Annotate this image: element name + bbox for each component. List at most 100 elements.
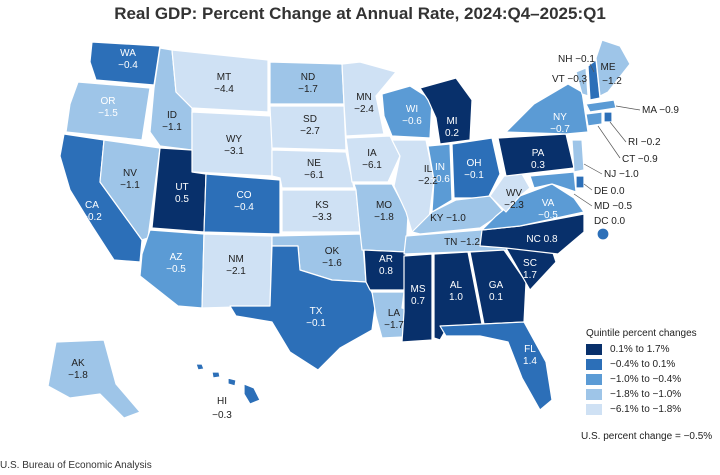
- legend-swatch: [586, 374, 602, 385]
- state-oh: [451, 137, 501, 199]
- state-tx: [229, 245, 377, 371]
- svg-text:MO: MO: [376, 200, 392, 211]
- svg-text:−3.3: −3.3: [312, 212, 332, 223]
- value-ar: 0.8: [379, 266, 393, 277]
- value-me: −1.2: [602, 76, 622, 87]
- callout-dc: DC 0.0: [594, 216, 626, 227]
- callout-vt: VT −0.3: [552, 74, 588, 85]
- svg-text:−3.1: −3.1: [224, 146, 244, 157]
- legend-label: −1.0% to −0.4%: [610, 374, 682, 385]
- svg-text:GA: GA: [489, 280, 504, 291]
- label-ne: NE: [307, 158, 321, 169]
- svg-text:IN: IN: [435, 162, 445, 173]
- value-az: −0.5: [166, 264, 186, 275]
- label-mt: MT: [217, 72, 231, 83]
- label-mi: MI: [446, 116, 457, 127]
- value-nd: −1.7: [298, 84, 318, 95]
- value-la: −1.7: [384, 320, 404, 331]
- svg-text:0.3: 0.3: [531, 160, 545, 171]
- svg-text:SD: SD: [303, 114, 317, 125]
- svg-text:MT: MT: [217, 72, 231, 83]
- svg-text:1.7: 1.7: [523, 270, 537, 281]
- state-hi-1: [195, 363, 205, 371]
- label-nm: NM: [228, 254, 244, 265]
- value-in: −0.6: [430, 174, 450, 185]
- state-sd: [269, 105, 347, 151]
- svg-text:ND: ND: [301, 72, 315, 83]
- value-mt: −4.4: [214, 84, 234, 95]
- label-nv: NV: [123, 168, 137, 179]
- state-va: [481, 183, 585, 231]
- label-la: LA: [388, 308, 401, 319]
- label-wy: WY: [226, 134, 242, 145]
- value-ms: 0.7: [411, 296, 425, 307]
- state-mt: [171, 49, 269, 113]
- legend-swatch: [586, 404, 602, 415]
- label-nd: ND: [301, 72, 315, 83]
- legend-item: −6.1% to −1.8%: [586, 402, 697, 417]
- legend-swatch: [586, 359, 602, 370]
- leader-de: [583, 183, 593, 191]
- legend-swatch: [586, 389, 602, 400]
- value-tn: −1.2: [460, 237, 480, 248]
- svg-text:TX: TX: [310, 306, 323, 317]
- label-ms: MS: [411, 284, 426, 295]
- label-ca: CA: [85, 200, 99, 211]
- state-or: [65, 81, 151, 141]
- svg-text:−0.6: −0.6: [402, 116, 422, 127]
- svg-text:AK: AK: [71, 358, 85, 369]
- svg-text:KS: KS: [315, 200, 329, 211]
- value-mn: −2.4: [354, 104, 374, 115]
- svg-text:−2.3: −2.3: [504, 200, 524, 211]
- value-hi: −0.3: [212, 410, 232, 421]
- svg-text:0.7: 0.7: [411, 296, 425, 307]
- state-ms: [401, 253, 433, 343]
- svg-text:FL: FL: [524, 344, 536, 355]
- svg-text:0.1: 0.1: [489, 292, 503, 303]
- value-va: −0.5: [538, 210, 558, 221]
- svg-text:AL: AL: [450, 280, 463, 291]
- svg-text:UT: UT: [175, 182, 188, 193]
- label-ok: OK: [325, 246, 340, 257]
- legend-item: −1.8% to −1.0%: [586, 387, 697, 402]
- value-nm: −2.1: [226, 266, 246, 277]
- svg-text:MS: MS: [411, 284, 426, 295]
- svg-text:−1.1: −1.1: [162, 122, 182, 133]
- svg-text:AR: AR: [379, 254, 393, 265]
- label-mn: MN: [356, 92, 372, 103]
- legend-item: 0.1% to 1.7%: [586, 342, 697, 357]
- svg-text:−0.7: −0.7: [550, 124, 570, 135]
- label-wv: WV: [506, 188, 522, 199]
- value-pa: 0.3: [531, 160, 545, 171]
- value-nc: 0.8: [544, 234, 558, 245]
- value-mi: 0.2: [445, 128, 459, 139]
- state-ky: [411, 195, 505, 235]
- label-fl: FL: [524, 344, 536, 355]
- svg-text:−0.1: −0.1: [464, 170, 484, 181]
- label-tn: TN: [444, 237, 457, 248]
- label-va: VA: [542, 198, 555, 209]
- value-ia: −6.1: [362, 160, 382, 171]
- value-ny: −0.7: [550, 124, 570, 135]
- value-id: −1.1: [162, 122, 182, 133]
- callout-ct: CT −0.9: [622, 154, 658, 165]
- svg-text:−0.4: −0.4: [118, 60, 138, 71]
- svg-text:−6.1: −6.1: [304, 170, 324, 181]
- label-pa: PA: [532, 148, 545, 159]
- svg-text:−0.4: −0.4: [234, 202, 254, 213]
- value-oh: −0.1: [464, 170, 484, 181]
- value-co: −0.4: [234, 202, 254, 213]
- map-title: Real GDP: Percent Change at Annual Rate,…: [114, 4, 606, 23]
- svg-text:NY: NY: [553, 112, 567, 123]
- value-nv: −1.1: [120, 180, 140, 191]
- svg-text:−0.5: −0.5: [166, 264, 186, 275]
- state-de: [575, 175, 585, 189]
- label-al: AL: [450, 280, 463, 291]
- us-percent-change: U.S. percent change = −0.5%: [581, 431, 713, 442]
- value-fl: 1.4: [523, 356, 537, 367]
- svg-text:−0.5: −0.5: [538, 210, 558, 221]
- leader-ri: [609, 121, 627, 143]
- svg-text:−1.5: −1.5: [98, 108, 118, 119]
- label-co: CO: [237, 190, 252, 201]
